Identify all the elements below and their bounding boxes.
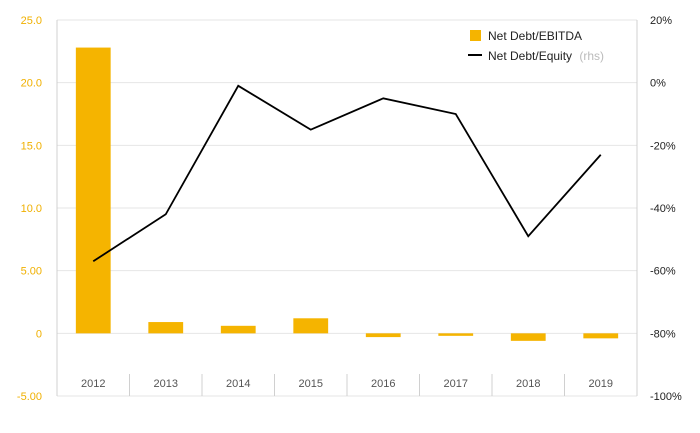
bar[interactable] — [148, 322, 184, 334]
bar-series — [75, 47, 619, 341]
legend-swatch-bar — [470, 30, 481, 41]
legend-label-line-name: Net Debt/Equity — [488, 49, 572, 63]
series-line[interactable] — [92, 84, 602, 263]
bar[interactable] — [293, 318, 329, 334]
y-left-tick-label: 10.0 — [21, 203, 42, 215]
legend-label-line-suffix: (rhs) — [579, 49, 604, 63]
bar[interactable] — [510, 333, 546, 341]
legend[interactable]: Net Debt/EBITDA Net Debt/Equity (rhs) — [468, 29, 604, 63]
y-left-tick-label: 20.0 — [21, 78, 42, 90]
x-tick-label: 2012 — [81, 378, 105, 390]
legend-label-bar[interactable]: Net Debt/EBITDA — [488, 29, 582, 43]
x-tick-label: 2013 — [154, 378, 178, 390]
x-tick-label: 2016 — [371, 378, 395, 390]
bar[interactable] — [583, 333, 619, 339]
x-tick-label: 2018 — [516, 378, 540, 390]
axes: 25.0 20.0 15.0 10.0 5.00 0 -5.00 20% 0% -20% -40% -… — [17, 15, 682, 403]
y-right-tick-label: 0% — [650, 78, 666, 90]
line-series — [92, 84, 602, 263]
x-tick-label: 2019 — [589, 378, 613, 390]
legend-label-line[interactable]: Net Debt/Equity (rhs) — [488, 49, 604, 63]
bar[interactable] — [75, 47, 111, 334]
y-left-tick-label: -5.00 — [17, 391, 42, 403]
y-left-tick-label: 15.0 — [21, 140, 42, 152]
x-tick-label: 2014 — [226, 378, 250, 390]
y-left-tick-label: 5.00 — [21, 266, 42, 278]
y-right-tick-label: -40% — [650, 203, 676, 215]
x-tick-label: 2017 — [444, 378, 468, 390]
bar[interactable] — [220, 325, 256, 334]
x-tick-label: 2015 — [299, 378, 323, 390]
bar[interactable] — [438, 333, 474, 336]
y-right-tick-label: -60% — [650, 266, 676, 278]
y-right-tick-label: 20% — [650, 15, 672, 27]
y-right-tick-label: -80% — [650, 328, 676, 340]
bar[interactable] — [365, 333, 401, 338]
y-left-tick-label: 0 — [36, 328, 42, 340]
y-right-tick-label: -100% — [650, 391, 682, 403]
y-right-tick-label: -20% — [650, 140, 676, 152]
grid — [57, 19, 637, 397]
y-left-tick-label: 25.0 — [21, 15, 42, 27]
